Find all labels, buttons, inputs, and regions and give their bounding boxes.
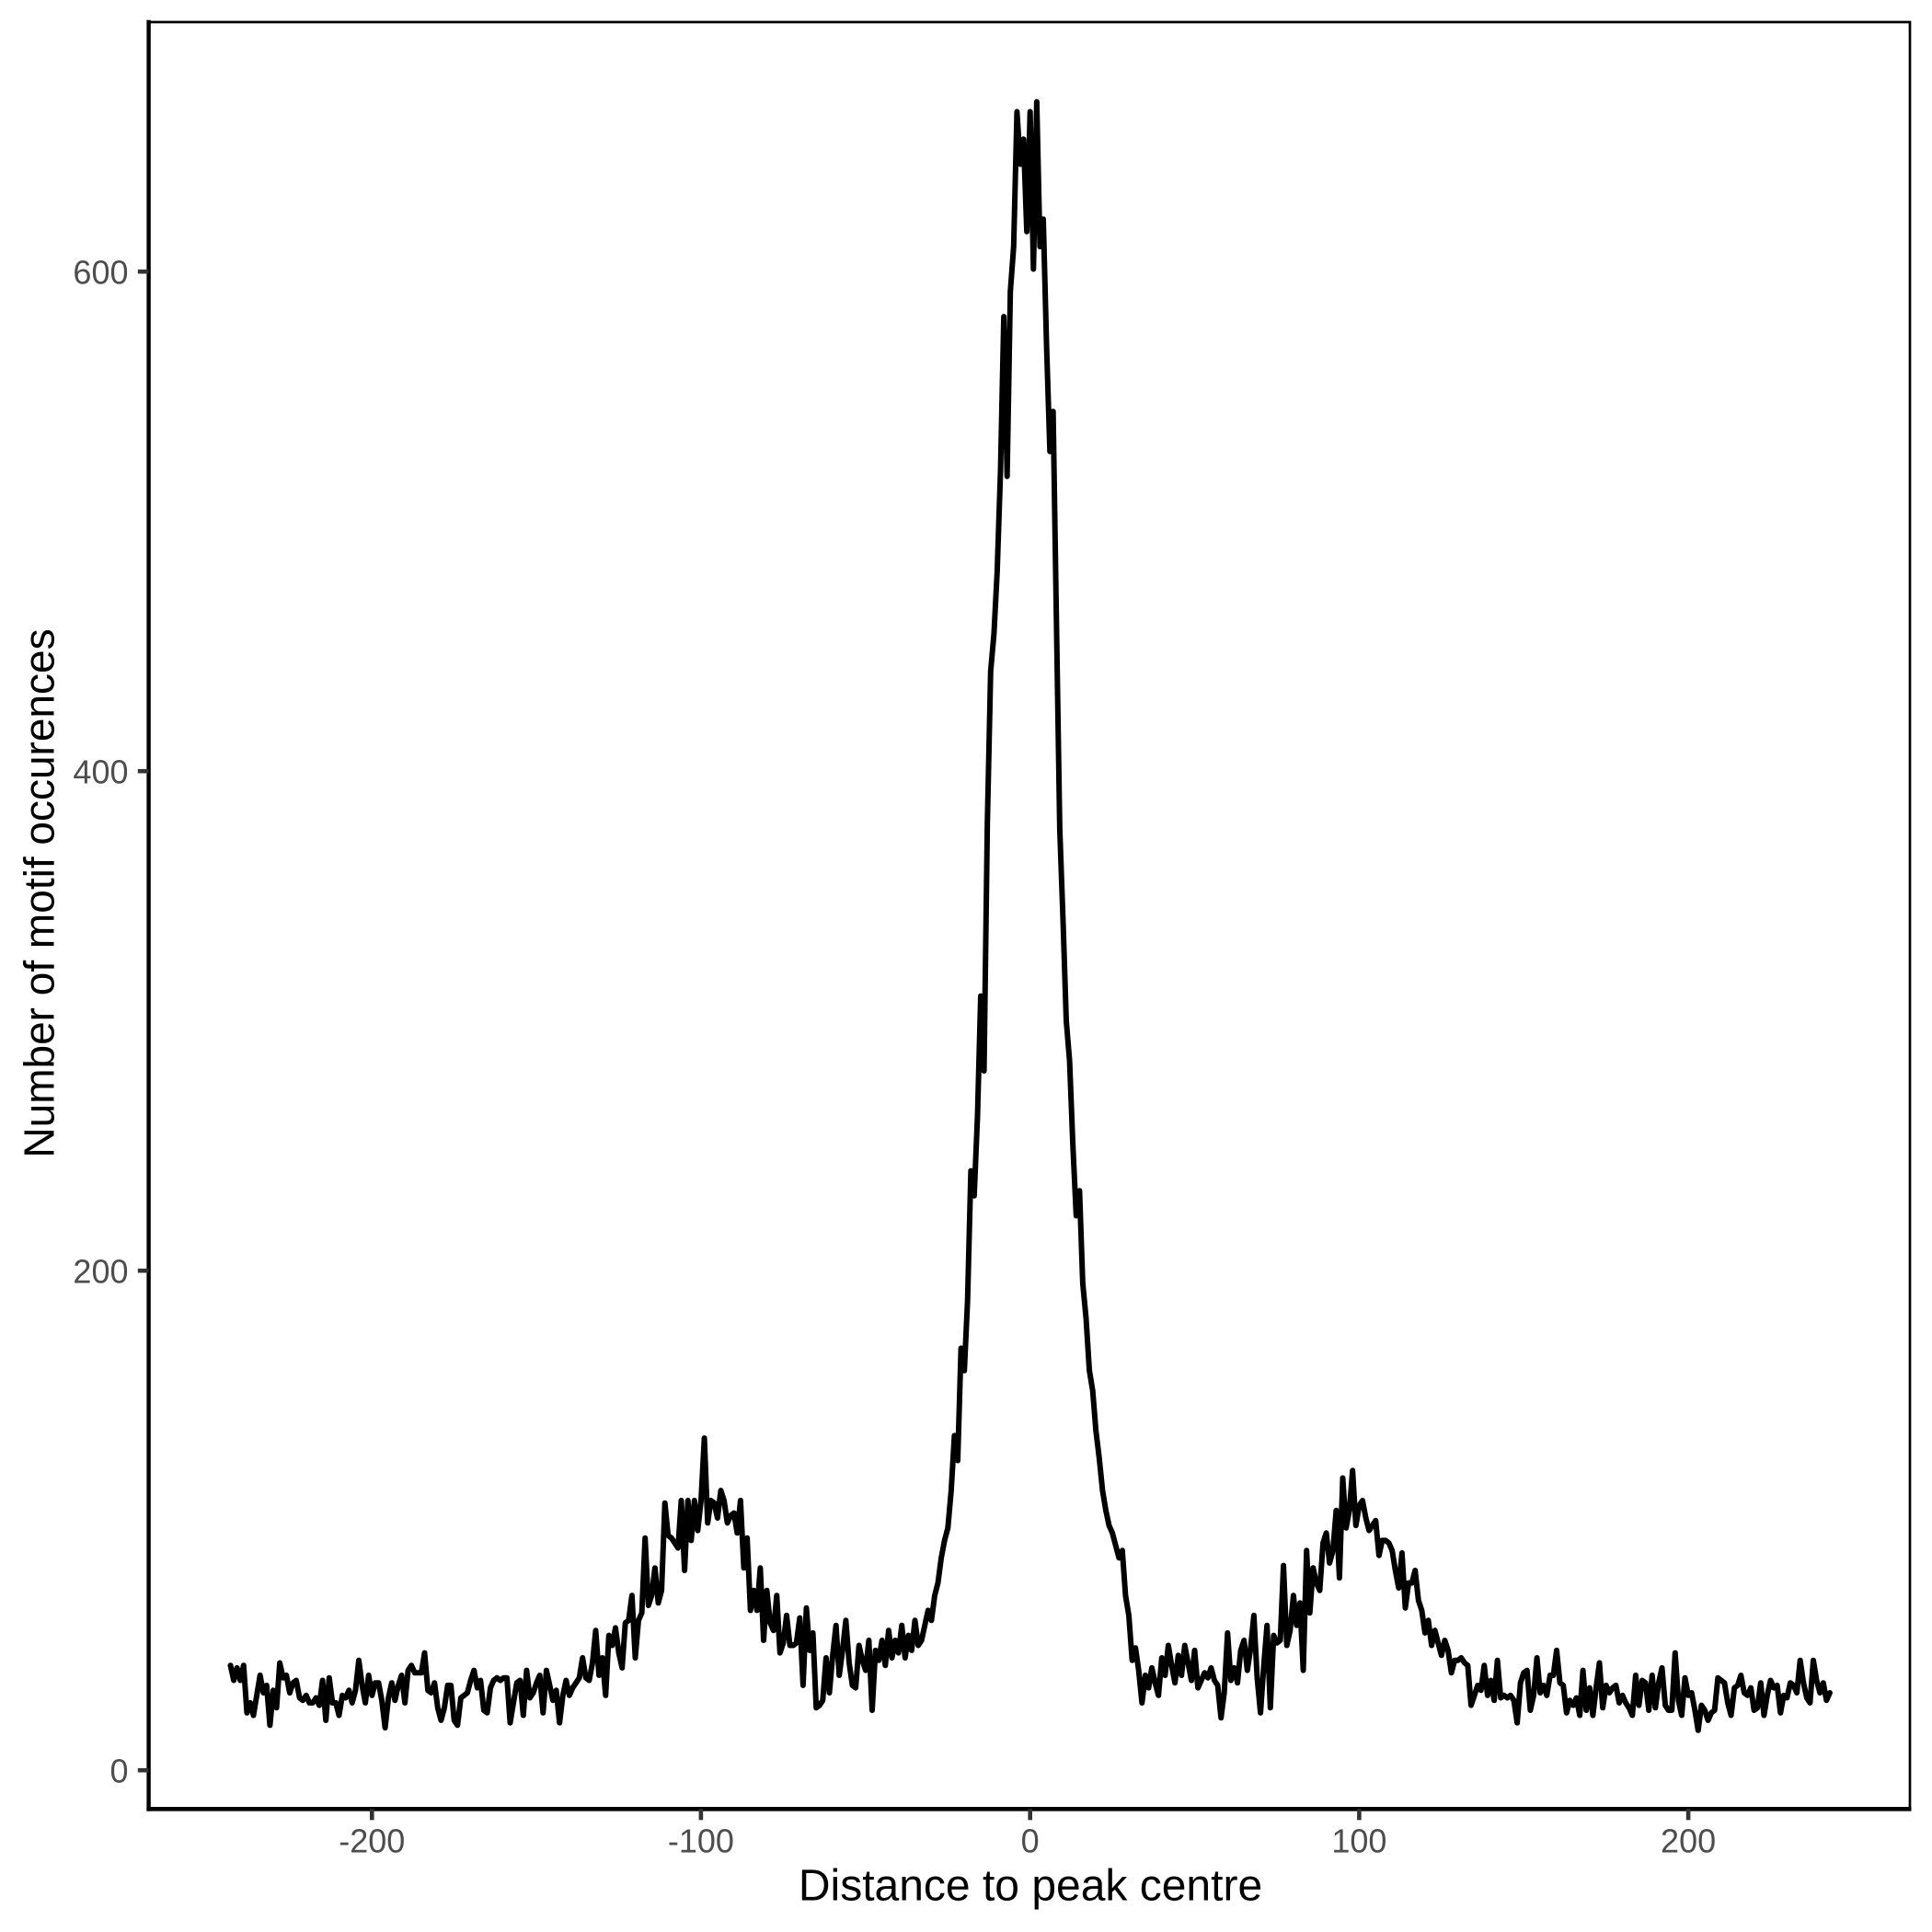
svg-text:600: 600 [73, 253, 128, 291]
svg-text:400: 400 [73, 753, 128, 790]
svg-text:100: 100 [1331, 1822, 1386, 1859]
svg-text:0: 0 [109, 1752, 128, 1789]
svg-text:Distance to peak centre: Distance to peak centre [799, 1861, 1262, 1910]
svg-text:Number of motif occurences: Number of motif occurences [16, 628, 63, 1157]
svg-text:-100: -100 [668, 1822, 734, 1859]
svg-text:-200: -200 [339, 1822, 405, 1859]
svg-text:200: 200 [73, 1252, 128, 1290]
svg-text:200: 200 [1661, 1822, 1716, 1859]
svg-text:0: 0 [1021, 1822, 1040, 1859]
